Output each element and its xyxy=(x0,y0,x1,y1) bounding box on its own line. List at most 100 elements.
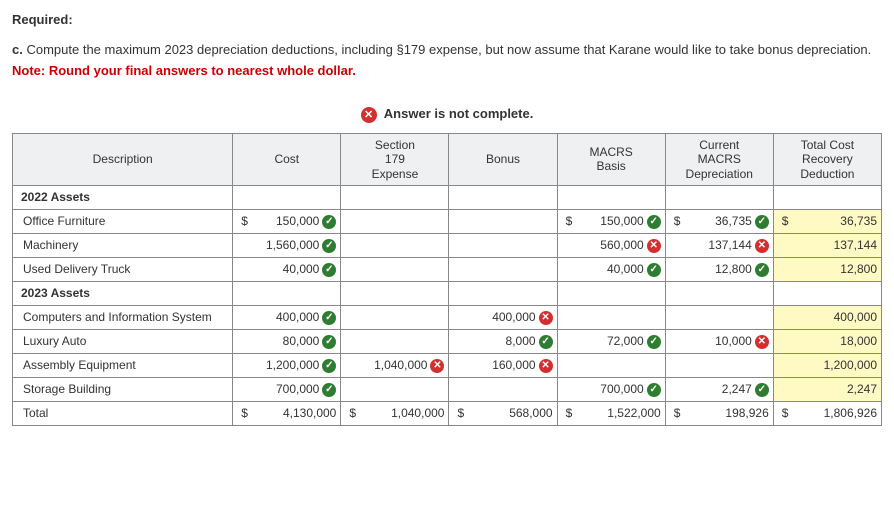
table-row: Luxury Auto80,000✓ 8,000✓72,000✓10,000✕18… xyxy=(13,329,882,353)
cell-cost[interactable]: 400,000✓ xyxy=(233,305,341,329)
cell-s179[interactable] xyxy=(341,209,449,233)
cell-cost[interactable]: 700,000✓ xyxy=(233,377,341,401)
cell-total[interactable]: 18,000 xyxy=(773,329,881,353)
cell-macrs[interactable] xyxy=(665,305,773,329)
check-icon: ✓ xyxy=(322,335,336,349)
note-text: Note: Round your final answers to neares… xyxy=(12,63,882,78)
x-icon: ✕ xyxy=(755,335,769,349)
section-2023: 2023 Assets xyxy=(13,281,233,305)
required-heading: Required: xyxy=(12,12,882,27)
cell-s179[interactable] xyxy=(341,329,449,353)
x-icon: ✕ xyxy=(755,239,769,253)
instruction-body: Compute the maximum 2023 depreciation de… xyxy=(26,42,871,57)
section-2022: 2022 Assets xyxy=(13,185,233,209)
check-icon: ✓ xyxy=(647,263,661,277)
x-icon: ✕ xyxy=(647,239,661,253)
row-desc: Storage Building xyxy=(13,377,233,401)
cell-macrs[interactable]: 12,800✓ xyxy=(665,257,773,281)
col-basis: MACRS Basis xyxy=(557,133,665,185)
banner-text: Answer is not complete. xyxy=(384,106,534,121)
cell-bonus[interactable] xyxy=(449,233,557,257)
total-bonus[interactable]: $568,000 xyxy=(449,401,557,425)
cell-cost[interactable]: 40,000✓ xyxy=(233,257,341,281)
cell-cost[interactable]: 80,000✓ xyxy=(233,329,341,353)
cell-bonus[interactable] xyxy=(449,377,557,401)
total-label: Total xyxy=(13,401,233,425)
cell-bonus[interactable]: 160,000✕ xyxy=(449,353,557,377)
cell-s179[interactable] xyxy=(341,377,449,401)
check-icon: ✓ xyxy=(755,383,769,397)
row-desc: Used Delivery Truck xyxy=(13,257,233,281)
table-row: Assembly Equipment1,200,000✓1,040,000✕16… xyxy=(13,353,882,377)
table-row: Machinery1,560,000✓560,000✕137,144✕137,1… xyxy=(13,233,882,257)
cell-macrs[interactable]: $36,735✓ xyxy=(665,209,773,233)
check-icon: ✓ xyxy=(322,239,336,253)
col-cost: Cost xyxy=(233,133,341,185)
cell-basis[interactable]: 40,000✓ xyxy=(557,257,665,281)
table-row: Office Furniture$150,000✓$150,000✓$36,73… xyxy=(13,209,882,233)
cell-basis[interactable]: 700,000✓ xyxy=(557,377,665,401)
cell-macrs[interactable] xyxy=(665,353,773,377)
col-description: Description xyxy=(13,133,233,185)
cell-basis[interactable] xyxy=(557,305,665,329)
x-icon: ✕ xyxy=(539,311,553,325)
cell-bonus[interactable] xyxy=(449,209,557,233)
cell-bonus[interactable]: 400,000✕ xyxy=(449,305,557,329)
check-icon: ✓ xyxy=(647,335,661,349)
x-icon: ✕ xyxy=(361,107,377,123)
cell-total[interactable]: 137,144 xyxy=(773,233,881,257)
row-desc: Assembly Equipment xyxy=(13,353,233,377)
check-icon: ✓ xyxy=(322,383,336,397)
cell-cost[interactable]: 1,560,000✓ xyxy=(233,233,341,257)
total-basis[interactable]: $1,522,000 xyxy=(557,401,665,425)
x-icon: ✕ xyxy=(539,359,553,373)
cell-bonus[interactable]: 8,000✓ xyxy=(449,329,557,353)
col-s179: Section 179 Expense xyxy=(341,133,449,185)
row-desc: Luxury Auto xyxy=(13,329,233,353)
col-total: Total Cost Recovery Deduction xyxy=(773,133,881,185)
cell-total[interactable]: 2,247 xyxy=(773,377,881,401)
col-macrs: Current MACRS Depreciation xyxy=(665,133,773,185)
check-icon: ✓ xyxy=(755,263,769,277)
total-row: Total$4,130,000$1,040,000$568,000$1,522,… xyxy=(13,401,882,425)
x-icon: ✕ xyxy=(430,359,444,373)
cell-bonus[interactable] xyxy=(449,257,557,281)
cell-s179[interactable] xyxy=(341,233,449,257)
cell-macrs[interactable]: 2,247✓ xyxy=(665,377,773,401)
table-row: Used Delivery Truck40,000✓40,000✓12,800✓… xyxy=(13,257,882,281)
total-total[interactable]: $1,806,926 xyxy=(773,401,881,425)
cell-s179[interactable] xyxy=(341,305,449,329)
cell-cost[interactable]: 1,200,000✓ xyxy=(233,353,341,377)
table-row: Computers and Information System400,000✓… xyxy=(13,305,882,329)
cell-total[interactable]: 1,200,000 xyxy=(773,353,881,377)
check-icon: ✓ xyxy=(647,215,661,229)
cell-total[interactable]: 12,800 xyxy=(773,257,881,281)
total-cost[interactable]: $4,130,000 xyxy=(233,401,341,425)
check-icon: ✓ xyxy=(322,311,336,325)
cell-basis[interactable]: $150,000✓ xyxy=(557,209,665,233)
check-icon: ✓ xyxy=(755,215,769,229)
instructions-text: c. Compute the maximum 2023 depreciation… xyxy=(12,41,882,59)
row-desc: Office Furniture xyxy=(13,209,233,233)
check-icon: ✓ xyxy=(322,263,336,277)
cell-macrs[interactable]: 137,144✕ xyxy=(665,233,773,257)
cell-basis[interactable]: 560,000✕ xyxy=(557,233,665,257)
cell-macrs[interactable]: 10,000✕ xyxy=(665,329,773,353)
part-label: c. xyxy=(12,42,23,57)
cell-s179[interactable] xyxy=(341,257,449,281)
cell-s179[interactable]: 1,040,000✕ xyxy=(341,353,449,377)
check-icon: ✓ xyxy=(322,359,336,373)
cell-basis[interactable]: 72,000✓ xyxy=(557,329,665,353)
row-desc: Computers and Information System xyxy=(13,305,233,329)
cell-basis[interactable] xyxy=(557,353,665,377)
col-bonus: Bonus xyxy=(449,133,557,185)
row-desc: Machinery xyxy=(13,233,233,257)
check-icon: ✓ xyxy=(322,215,336,229)
total-macrs[interactable]: $198,926 xyxy=(665,401,773,425)
depreciation-table: Description Cost Section 179 Expense Bon… xyxy=(12,133,882,426)
total-s179[interactable]: $1,040,000 xyxy=(341,401,449,425)
cell-total[interactable]: $36,735 xyxy=(773,209,881,233)
cell-cost[interactable]: $150,000✓ xyxy=(233,209,341,233)
status-banner: ✕ Answer is not complete. xyxy=(12,100,882,133)
cell-total[interactable]: 400,000 xyxy=(773,305,881,329)
